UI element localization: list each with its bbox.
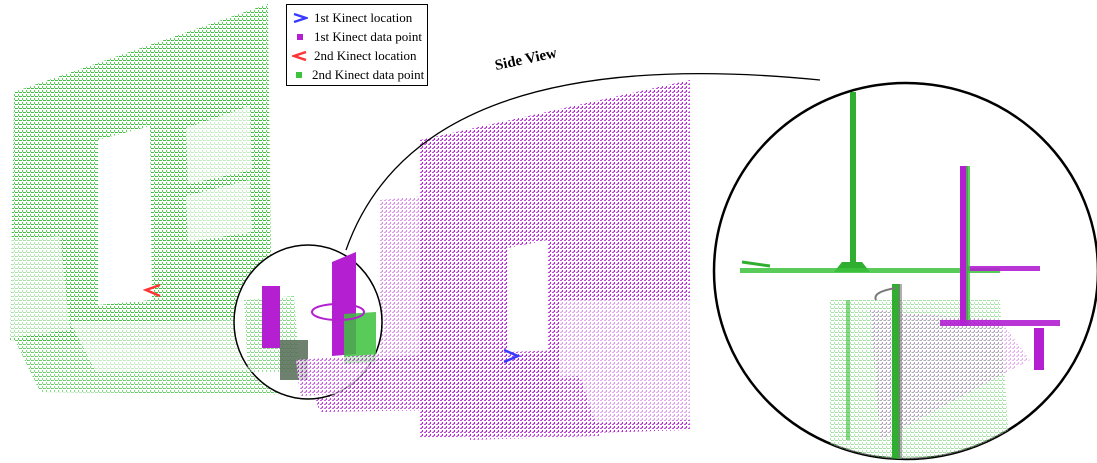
green-square-icon xyxy=(291,68,307,82)
green-door-opening xyxy=(98,126,152,305)
legend-item-second-kinect-data: 2nd Kinect data point xyxy=(291,65,425,84)
magenta-square-icon xyxy=(291,30,309,44)
side-view-connector xyxy=(345,72,821,251)
blue-chevron-right-icon xyxy=(291,11,309,25)
second-kinect-point-cloud xyxy=(10,4,330,395)
side-view-zoom xyxy=(712,81,1097,461)
red-chevron-left-icon xyxy=(291,49,309,63)
second-kinect-location-marker xyxy=(142,283,161,298)
magenta-panel-left xyxy=(262,286,280,348)
legend-label: 2nd Kinect location xyxy=(314,47,417,63)
legend-item-first-kinect-data: 1st Kinect data point xyxy=(291,27,423,46)
legend-item-first-kinect-location: 1st Kinect location xyxy=(291,8,423,27)
overlap-region xyxy=(233,244,384,400)
green-vertical-post-left xyxy=(850,92,856,272)
legend: 1st Kinect location 1st Kinect data poin… xyxy=(286,4,428,86)
magenta-door-opening xyxy=(508,240,548,356)
green-vertical-post-center xyxy=(892,284,900,459)
first-kinect-point-cloud xyxy=(300,80,690,440)
legend-label: 2nd Kinect data point xyxy=(312,66,425,82)
magenta-vertical-post-right xyxy=(960,166,968,326)
legend-label: 1st Kinect data point xyxy=(314,28,422,44)
legend-label: 1st Kinect location xyxy=(314,9,413,25)
first-kinect-location-marker xyxy=(503,348,522,364)
legend-item-second-kinect-location: 2nd Kinect location xyxy=(291,46,423,65)
